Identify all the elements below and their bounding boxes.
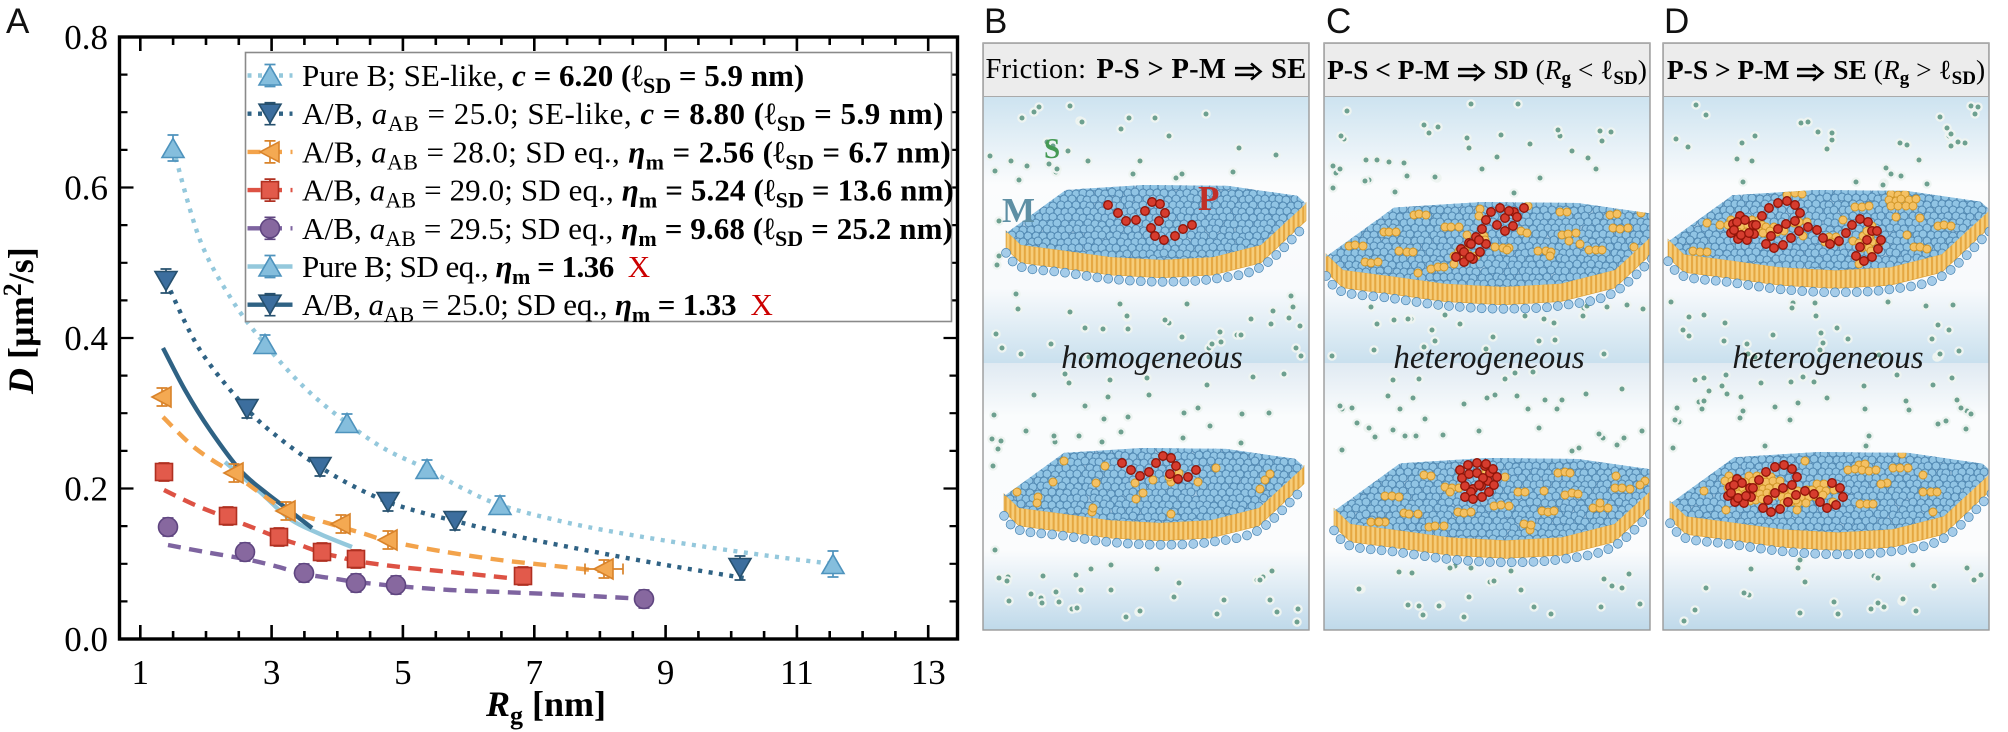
svg-text:Pure B; SD eq., ηm = 1.36X: Pure B; SD eq., ηm = 1.36 X	[302, 249, 650, 289]
svg-text:5: 5	[394, 653, 412, 692]
svg-text:0.2: 0.2	[64, 470, 108, 509]
svg-text:7: 7	[526, 653, 544, 692]
svg-text:C: C	[1326, 2, 1351, 41]
svg-text:A/B, aAB = 25.0; SD eq., ηm =: A/B, aAB = 25.0; SD eq., ηm = 1.33 X	[302, 287, 773, 327]
svg-text:P: P	[1198, 179, 1219, 218]
svg-text:0.0: 0.0	[64, 620, 108, 659]
svg-text:A/B, aAB = 25.0; SE-like, c =: A/B, aAB = 25.0; SE-like, c = 8.80 (ℓSD …	[302, 96, 944, 136]
svg-text:S: S	[1044, 133, 1060, 165]
svg-text:A/B, aAB = 29.5; SD eq., ηm =: A/B, aAB = 29.5; SD eq., ηm = 9.68 (ℓSD …	[302, 211, 953, 251]
svg-text:1: 1	[132, 653, 150, 692]
svg-text:13: 13	[911, 653, 946, 692]
svg-text:0.4: 0.4	[64, 319, 108, 358]
svg-text:11: 11	[780, 653, 814, 692]
svg-text:heterogeneous: heterogeneous	[1393, 340, 1584, 376]
svg-text:Pure B; SE-like, c = 6.20 (ℓSD: Pure B; SE-like, c = 6.20 (ℓSD = 5.9 nm)	[302, 58, 804, 98]
svg-text:homogeneous: homogeneous	[1061, 340, 1242, 376]
svg-text:3: 3	[263, 653, 281, 692]
svg-text:D: D	[1664, 2, 1689, 41]
svg-text:0.6: 0.6	[64, 169, 108, 208]
svg-text:0.8: 0.8	[64, 18, 108, 57]
svg-text:B: B	[984, 2, 1007, 41]
svg-text:A/B, aAB = 29.0; SD eq., ηm =: A/B, aAB = 29.0; SD eq., ηm = 5.24 (ℓSD …	[302, 173, 954, 213]
svg-text:Rg [nm]: Rg [nm]	[485, 684, 606, 730]
svg-text:M: M	[1002, 191, 1035, 230]
svg-text:9: 9	[657, 653, 675, 692]
svg-text:D [µm2/s]: D [µm2/s]	[0, 247, 41, 395]
svg-text:A: A	[6, 2, 30, 41]
svg-text:heterogeneous: heterogeneous	[1732, 340, 1923, 376]
